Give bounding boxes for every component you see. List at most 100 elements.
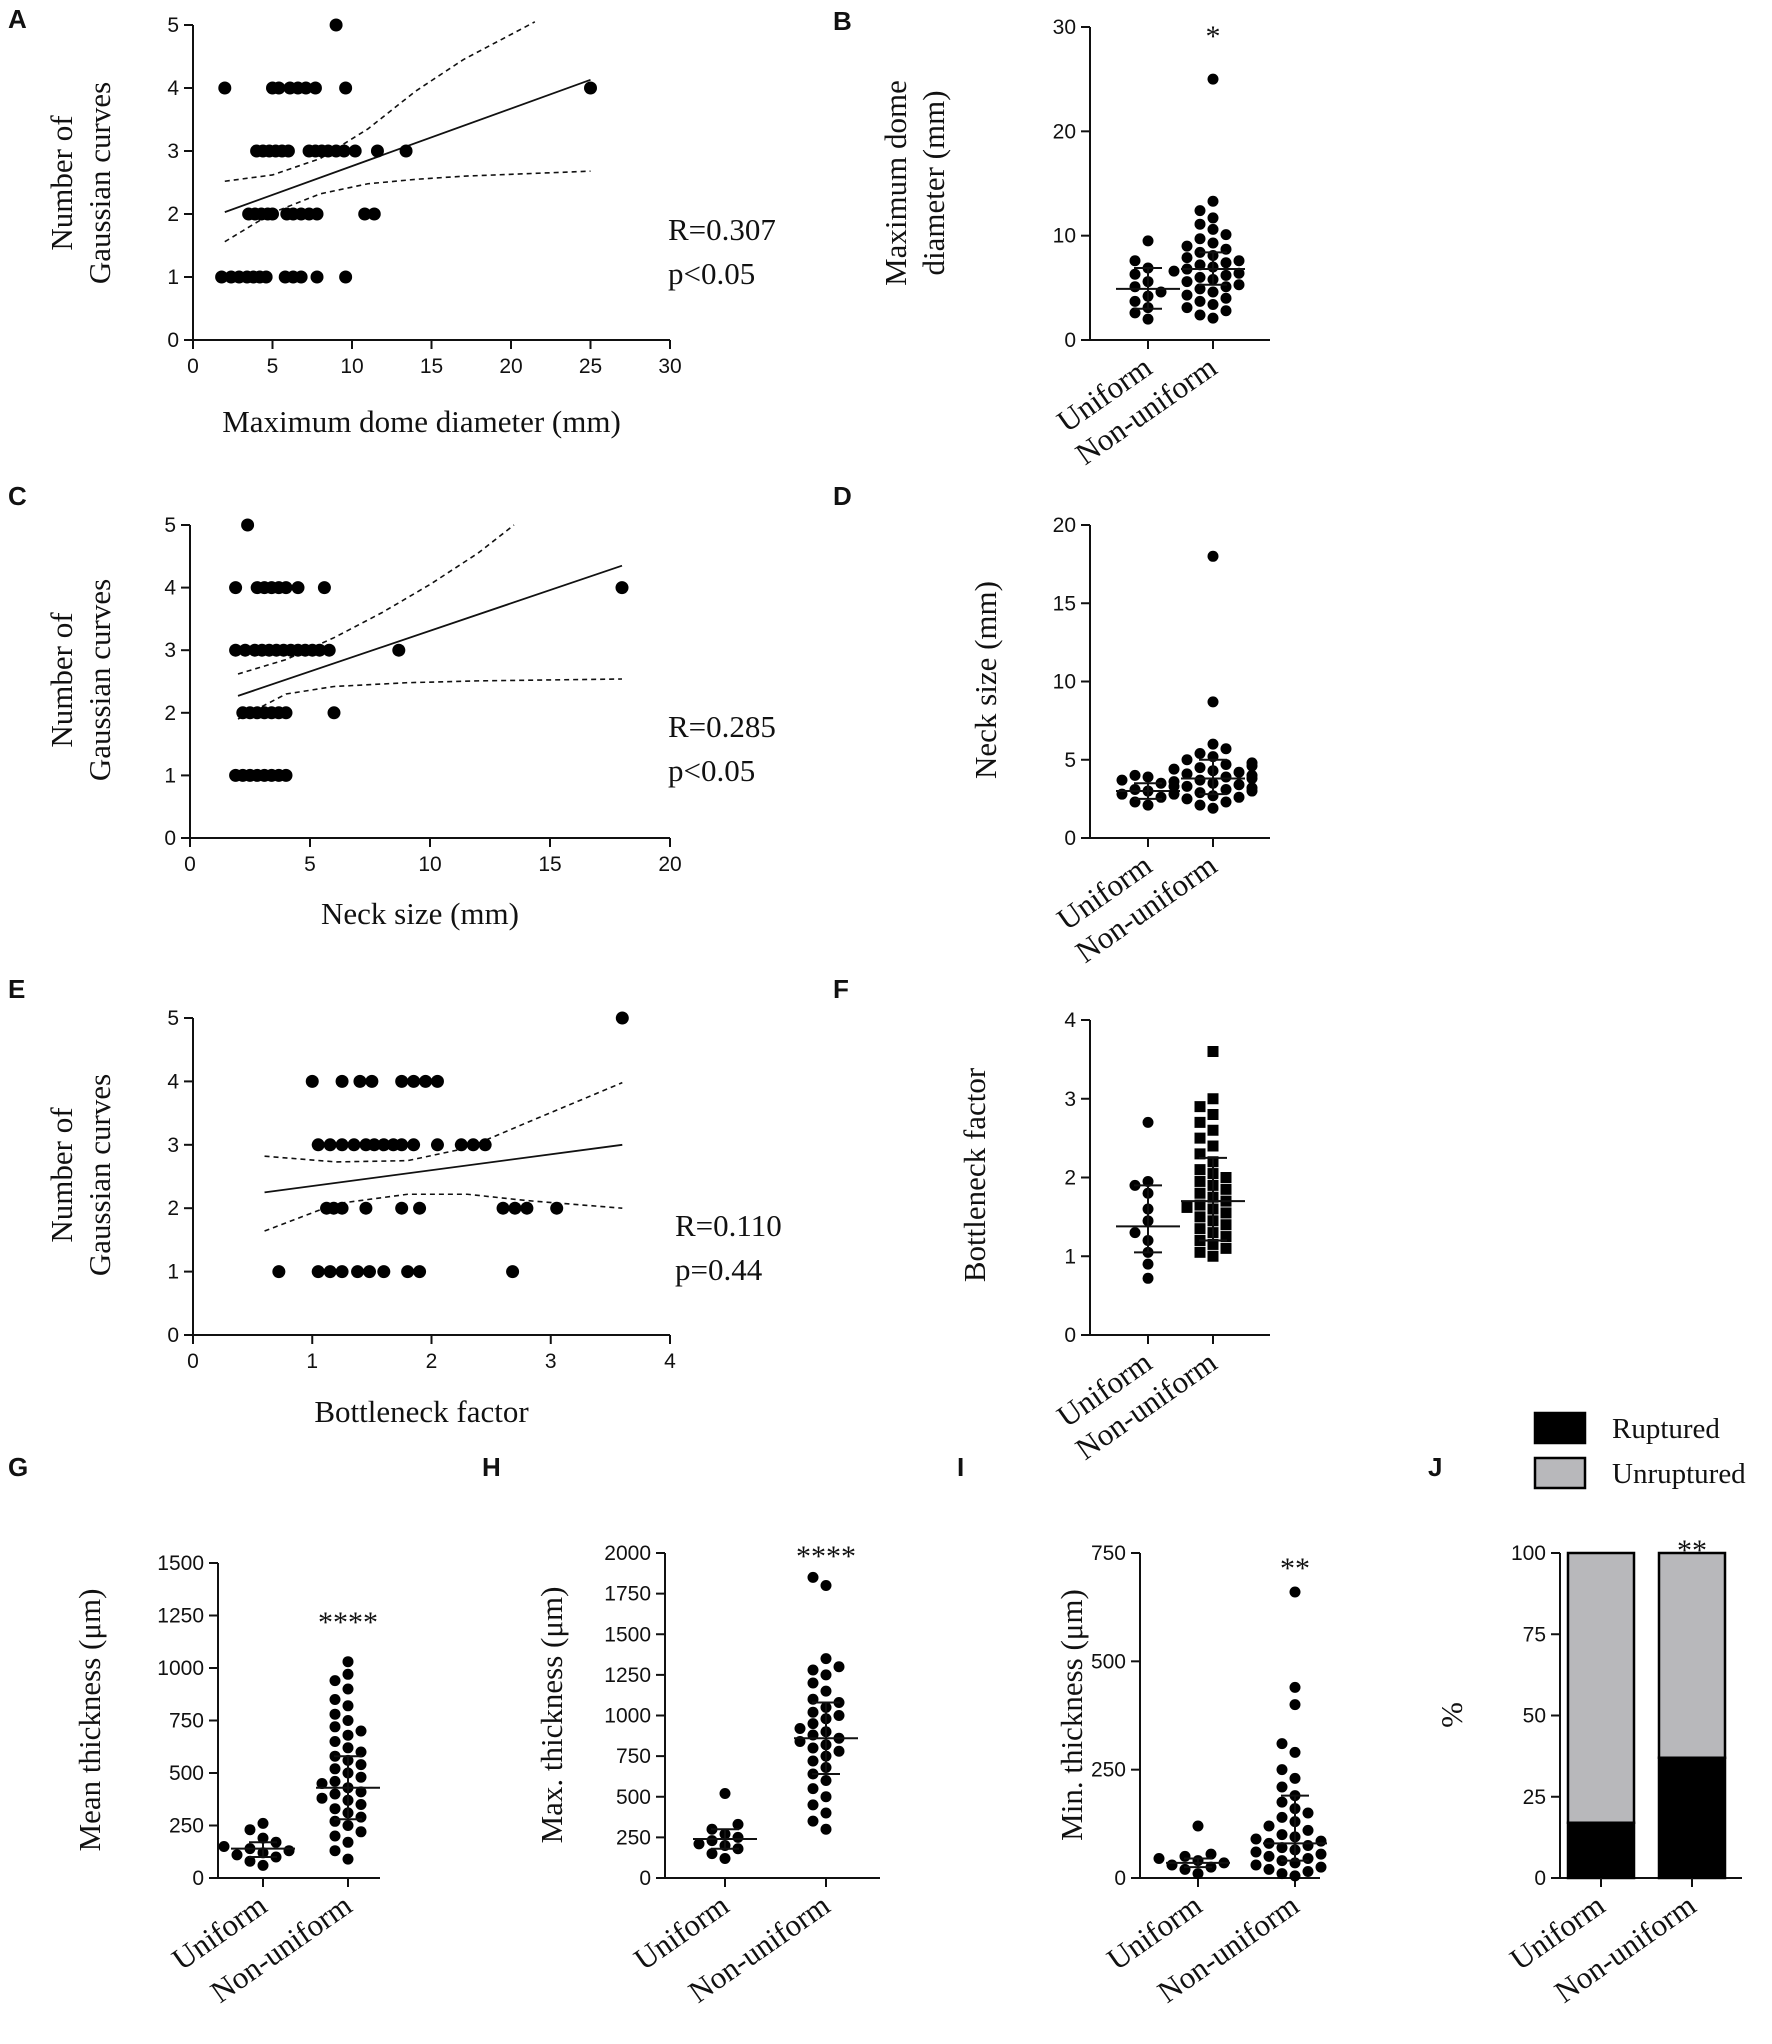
x-tick-label: 20 bbox=[499, 355, 522, 378]
significance-marker: ** bbox=[1677, 1534, 1707, 1567]
data-point bbox=[1289, 1746, 1301, 1758]
y-axis-title-a: Gaussian curves bbox=[82, 82, 117, 284]
data-point bbox=[329, 1708, 341, 1720]
data-point bbox=[807, 1742, 819, 1754]
data-point bbox=[279, 581, 293, 595]
data-point bbox=[1194, 1148, 1206, 1160]
y-tick-label: 3 bbox=[167, 140, 179, 163]
panel-letter-e: E bbox=[8, 974, 25, 1004]
data-point bbox=[395, 1074, 409, 1088]
data-point bbox=[218, 81, 232, 95]
regression-line bbox=[237, 564, 623, 697]
y-tick-label: 5 bbox=[167, 1007, 179, 1030]
data-point bbox=[693, 1838, 705, 1850]
data-point bbox=[732, 1818, 744, 1830]
data-point bbox=[1194, 233, 1206, 245]
data-point bbox=[1250, 1846, 1262, 1858]
data-point bbox=[807, 1783, 819, 1795]
data-point bbox=[1142, 1116, 1154, 1128]
data-point bbox=[833, 1710, 845, 1721]
data-point bbox=[430, 1138, 444, 1152]
data-point bbox=[311, 1138, 325, 1152]
panel-letter-d: D bbox=[833, 481, 852, 511]
y-tick-label: 10 bbox=[1053, 225, 1076, 248]
data-point bbox=[281, 144, 295, 158]
y-tick-label: 0 bbox=[639, 1867, 651, 1890]
data-point bbox=[1207, 299, 1219, 311]
data-point bbox=[1181, 793, 1193, 805]
data-point bbox=[1168, 788, 1180, 800]
data-point bbox=[820, 1775, 832, 1786]
data-point bbox=[1207, 1124, 1219, 1136]
data-point bbox=[1233, 255, 1245, 267]
data-point bbox=[1181, 768, 1193, 780]
significance-marker: **** bbox=[796, 1540, 856, 1573]
data-point bbox=[1179, 1850, 1191, 1862]
y-tick-label: 4 bbox=[167, 77, 179, 100]
y-tick-label: 1 bbox=[167, 1261, 179, 1284]
y-tick-label: 0 bbox=[1064, 827, 1076, 850]
data-point bbox=[1168, 265, 1180, 277]
legend-swatch-unruptured bbox=[1533, 1456, 1587, 1490]
data-point bbox=[1289, 1772, 1301, 1784]
data-point bbox=[353, 1074, 367, 1088]
data-point bbox=[1194, 747, 1206, 759]
data-point bbox=[807, 1571, 819, 1583]
x-tick-label: 0 bbox=[187, 1350, 199, 1373]
y-tick-label: 5 bbox=[1064, 749, 1076, 772]
data-point bbox=[1276, 1781, 1288, 1793]
data-point bbox=[323, 1265, 337, 1279]
data-point bbox=[395, 1201, 409, 1215]
data-point bbox=[329, 1675, 341, 1687]
data-point bbox=[342, 1683, 354, 1695]
data-point bbox=[1129, 268, 1141, 280]
bar-ruptured-uniform bbox=[1566, 1821, 1636, 1880]
data-point bbox=[807, 1664, 819, 1676]
y-tick-label: 25 bbox=[1523, 1786, 1546, 1809]
data-point bbox=[833, 1745, 845, 1757]
data-point bbox=[313, 643, 327, 657]
data-point bbox=[419, 1074, 433, 1088]
data-point bbox=[1289, 1681, 1301, 1693]
data-point bbox=[1194, 1211, 1206, 1223]
significance-marker: * bbox=[1206, 20, 1221, 53]
panel-letter-j: J bbox=[1428, 1452, 1442, 1482]
panel-letter-g: G bbox=[8, 1452, 28, 1482]
data-point bbox=[1142, 1175, 1154, 1187]
y-axis-title-a: Number of bbox=[44, 115, 79, 251]
data-point bbox=[355, 1746, 367, 1758]
significance-marker: ** bbox=[1280, 1552, 1310, 1585]
data-point bbox=[1166, 1859, 1178, 1871]
data-point bbox=[362, 1265, 376, 1279]
y-tick-label: 4 bbox=[164, 577, 176, 600]
data-point bbox=[1207, 73, 1219, 85]
y-tick-label: 250 bbox=[616, 1826, 651, 1849]
y-tick-label: 2 bbox=[164, 702, 176, 725]
y-tick-label: 0 bbox=[192, 1867, 204, 1890]
data-point bbox=[283, 1845, 295, 1857]
data-point bbox=[1181, 289, 1193, 301]
data-point bbox=[1181, 240, 1193, 252]
data-point bbox=[1220, 1231, 1232, 1243]
data-point bbox=[1194, 1199, 1206, 1211]
y-tick-label: 750 bbox=[169, 1710, 204, 1733]
data-point bbox=[257, 1817, 269, 1829]
data-point bbox=[1220, 1219, 1232, 1231]
data-point bbox=[401, 1265, 415, 1279]
data-point bbox=[1246, 757, 1258, 769]
data-point bbox=[1129, 769, 1141, 781]
data-point bbox=[1315, 1861, 1327, 1873]
data-point bbox=[1194, 1101, 1206, 1113]
confidence-band-upper bbox=[237, 524, 515, 675]
data-point bbox=[311, 1265, 325, 1279]
data-point bbox=[820, 1823, 832, 1835]
data-point bbox=[229, 643, 243, 657]
data-point bbox=[615, 1011, 629, 1025]
data-point bbox=[342, 1836, 354, 1848]
data-point bbox=[329, 1721, 341, 1733]
stat-annotation: R=0.110 bbox=[675, 1208, 782, 1243]
data-point bbox=[316, 1778, 328, 1789]
